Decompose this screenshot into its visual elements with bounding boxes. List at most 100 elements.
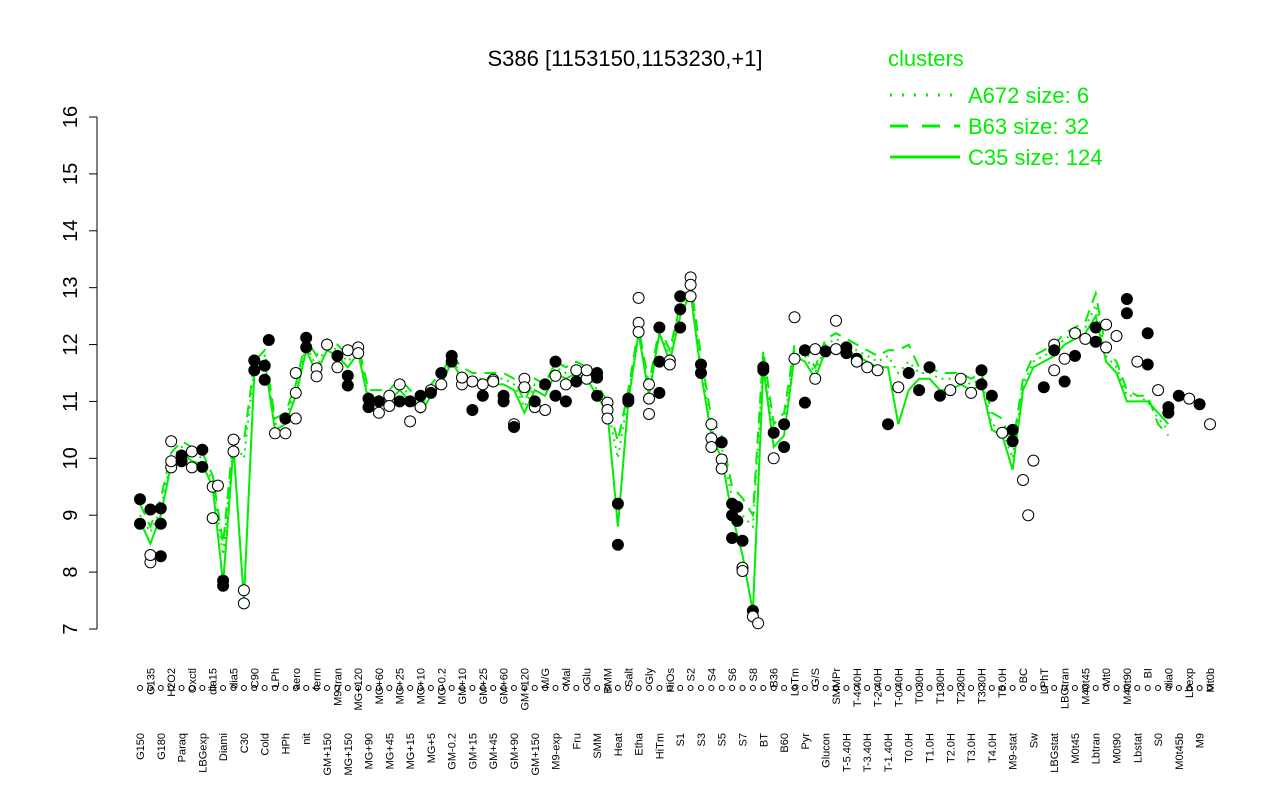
x-tick-label: Sw bbox=[1028, 733, 1040, 748]
x-marker bbox=[770, 685, 777, 691]
x-marker bbox=[947, 685, 954, 691]
x-marker bbox=[282, 685, 289, 691]
data-point bbox=[684, 278, 697, 291]
y-tick-label: 9 bbox=[60, 510, 82, 521]
data-point bbox=[331, 361, 344, 374]
data-point bbox=[840, 347, 853, 360]
x-tick-label: M9-tran bbox=[332, 668, 344, 706]
x-tick-label: T-0.40H bbox=[893, 668, 905, 707]
data-point bbox=[134, 493, 146, 506]
data-point bbox=[1141, 358, 1154, 371]
x-tick-label: S7 bbox=[738, 733, 750, 746]
x-tick-label: M9 bbox=[1195, 733, 1207, 748]
data-point bbox=[1017, 474, 1029, 486]
data-point bbox=[289, 386, 302, 399]
data-point bbox=[1058, 352, 1071, 365]
x-marker bbox=[1123, 685, 1130, 691]
x-tick-label: LPhT bbox=[1039, 668, 1051, 695]
data-point bbox=[165, 455, 178, 468]
x-tick-label: G180 bbox=[156, 733, 168, 760]
data-points bbox=[134, 271, 1216, 630]
x-marker bbox=[479, 685, 486, 691]
x-tick-label: GM+120 bbox=[519, 668, 531, 711]
data-point bbox=[1183, 392, 1196, 405]
data-point bbox=[321, 338, 333, 351]
y-tick-label: 13 bbox=[60, 277, 82, 299]
data-point bbox=[456, 371, 468, 384]
x-tick-label: LPh bbox=[270, 668, 282, 688]
data-point bbox=[466, 375, 479, 388]
x-tick-label: M0t45 bbox=[1070, 733, 1082, 764]
x-tick-label: T3.30H bbox=[976, 668, 988, 704]
x-marker bbox=[417, 685, 424, 691]
data-point bbox=[809, 343, 822, 356]
data-point bbox=[559, 395, 572, 408]
y-tick-label: 16 bbox=[60, 106, 82, 128]
x-marker bbox=[843, 685, 850, 691]
data-point bbox=[1079, 332, 1092, 345]
x-tick-label: dia0 bbox=[1163, 668, 1175, 689]
x-marker bbox=[625, 685, 632, 691]
data-point bbox=[262, 334, 275, 346]
x-marker bbox=[988, 685, 995, 691]
data-point bbox=[850, 355, 863, 368]
x-tick-label: GM+45 bbox=[488, 733, 500, 769]
x-marker bbox=[407, 685, 414, 691]
data-point bbox=[1069, 327, 1081, 340]
x-marker bbox=[729, 685, 736, 691]
x-tick-label: GM+60 bbox=[499, 668, 511, 704]
x-tick-label: SMMPr bbox=[831, 668, 843, 705]
data-point bbox=[1172, 389, 1185, 402]
x-marker bbox=[884, 685, 891, 691]
x-marker bbox=[801, 685, 808, 691]
x-marker bbox=[542, 685, 549, 691]
data-point bbox=[653, 321, 666, 334]
data-point bbox=[632, 291, 645, 304]
x-marker bbox=[490, 685, 497, 691]
data-point bbox=[289, 367, 302, 379]
x-marker bbox=[812, 685, 819, 691]
data-point bbox=[549, 369, 562, 382]
data-point bbox=[778, 441, 791, 453]
data-point bbox=[871, 364, 884, 377]
data-point bbox=[372, 395, 385, 408]
data-point bbox=[892, 381, 905, 394]
data-point bbox=[1037, 381, 1050, 394]
data-point bbox=[1022, 509, 1035, 522]
legend: clusters A672 size: 6 B63 size: 32 C35 s… bbox=[888, 46, 1103, 170]
x-tick-label: B36 bbox=[769, 668, 781, 688]
data-point bbox=[549, 389, 562, 402]
x-tick-label: Mt0b bbox=[1205, 668, 1217, 692]
x-tick-label: T3.0H bbox=[966, 733, 978, 763]
x-tick-label: Gly bbox=[644, 668, 656, 685]
data-point bbox=[445, 355, 458, 368]
data-point bbox=[1152, 384, 1165, 397]
x-tick-label: M0t45b bbox=[1174, 733, 1186, 770]
data-point bbox=[674, 321, 687, 334]
x-marker bbox=[168, 685, 175, 691]
x-tick-label: T1.30H bbox=[935, 668, 947, 704]
data-point bbox=[497, 395, 510, 408]
x-marker bbox=[355, 685, 362, 691]
data-point bbox=[923, 361, 936, 374]
y-tick-label: 11 bbox=[60, 391, 82, 412]
data-point bbox=[975, 364, 988, 377]
data-point bbox=[570, 364, 583, 377]
x-marker bbox=[739, 685, 746, 691]
x-tick-label: dia15 bbox=[208, 668, 220, 695]
data-point bbox=[965, 386, 978, 399]
data-point bbox=[611, 497, 624, 510]
data-point bbox=[279, 412, 292, 425]
data-point bbox=[643, 392, 655, 405]
x-marker bbox=[646, 685, 653, 691]
x-marker bbox=[1144, 685, 1151, 691]
x-tick-label: G135 bbox=[145, 668, 157, 695]
x-marker bbox=[1040, 685, 1047, 691]
x-marker bbox=[604, 685, 611, 691]
data-point bbox=[414, 389, 427, 402]
x-tick-label: MG+10 bbox=[415, 668, 427, 704]
data-point bbox=[591, 389, 604, 402]
data-point bbox=[788, 311, 801, 324]
x-tick-label: M/G bbox=[540, 668, 552, 689]
x-marker bbox=[1186, 685, 1193, 691]
